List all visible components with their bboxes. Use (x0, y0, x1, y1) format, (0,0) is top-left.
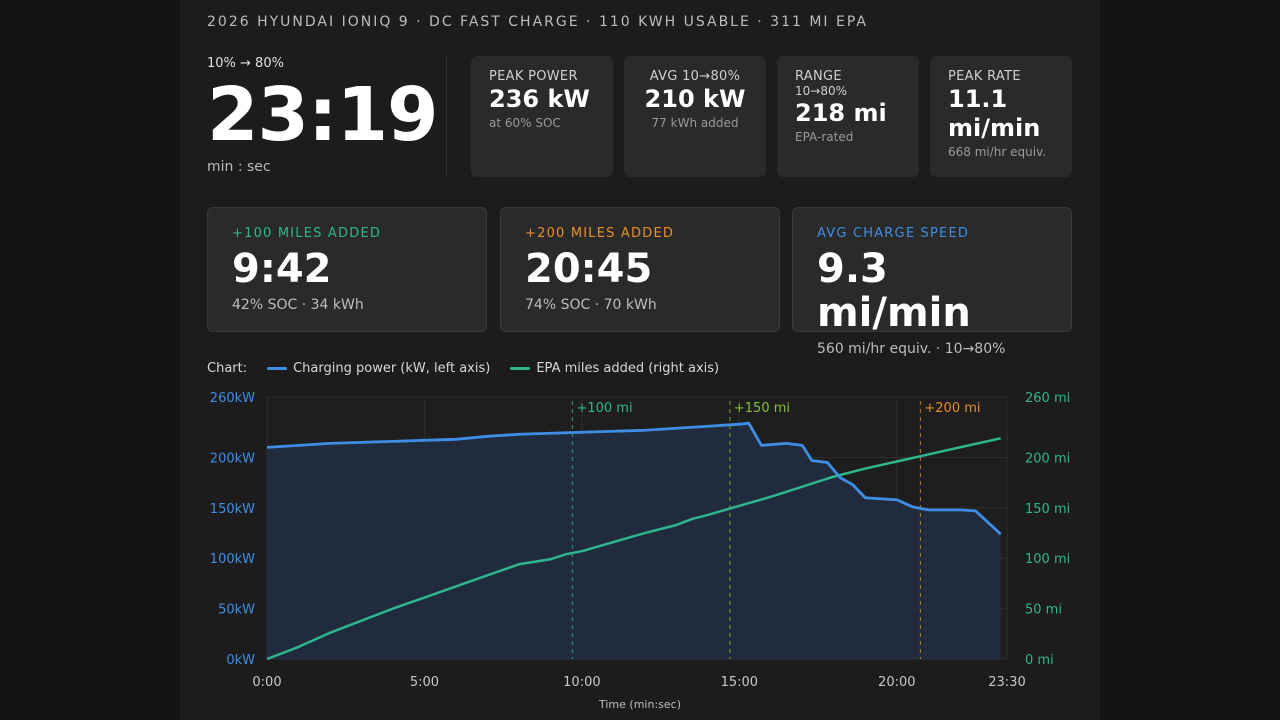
y-right-tick-label: 100 mi (1025, 552, 1070, 567)
stat-label: RANGE (795, 69, 842, 84)
legend-prefix: Chart: (207, 361, 248, 376)
y-right-tick-label: 0 mi (1025, 653, 1054, 668)
milestone-note: 42% SOC · 34 kWh (232, 297, 364, 313)
stat-label: PEAK POWER (489, 69, 578, 84)
power-line (266, 421, 1002, 536)
y-right-tick-label: 50 mi (1025, 603, 1062, 618)
stat-card-peak-rate: PEAK RATE 11.1 mi/min 668 mi/hr equiv. (930, 56, 1072, 177)
stat-card-avg-power: AVG 10→80% 210 kW 77 kWh added (624, 56, 766, 177)
stat-label: AVG 10→80% (649, 69, 741, 84)
chart-legend: Chart: Charging power (kW, left axis) EP… (207, 361, 719, 376)
hero-charge-time: 23:19 (207, 72, 439, 158)
x-tick-label: 20:00 (878, 675, 915, 690)
y-left-tick-label: 150kW (210, 502, 255, 517)
stat-label: PEAK RATE (948, 69, 1021, 84)
milestone-label: AVG CHARGE SPEED (817, 226, 970, 241)
milestone-card-100mi: +100 MILES ADDED 9:42 42% SOC · 34 kWh (207, 207, 487, 332)
stat-sublabel: 10→80% (795, 84, 847, 98)
stat-card-range: RANGE 10→80% 218 mi EPA-rated (777, 56, 919, 177)
x-tick-label: 15:00 (721, 675, 758, 690)
x-tick-label: 10:00 (563, 675, 600, 690)
hero-soc-range: 10% → 80% (207, 56, 284, 71)
stat-note: 77 kWh added (651, 116, 739, 130)
divider (446, 56, 447, 176)
stat-value: 236 kW (489, 85, 590, 113)
milestone-card-200mi: +200 MILES ADDED 20:45 74% SOC · 70 kWh (500, 207, 780, 332)
x-axis-label: Time (min:sec) (598, 698, 681, 711)
legend-label-power: Charging power (kW, left axis) (293, 361, 491, 376)
milestone-value: 9:42 (232, 246, 332, 292)
page-title: 2026 HYUNDAI IONIQ 9 · DC FAST CHARGE · … (207, 14, 868, 30)
milestone-label: +100 MILES ADDED (232, 226, 382, 241)
milestone-value: 9.3 mi/min (817, 246, 971, 336)
y-right-tick-label: 150 mi (1025, 502, 1070, 517)
stat-value: 218 mi (795, 99, 887, 127)
stat-note: at 60% SOC (489, 116, 561, 130)
milestone-marker-label: +150 mi (734, 401, 790, 416)
milestone-note: 74% SOC · 70 kWh (525, 297, 657, 313)
stat-value: 210 kW (644, 85, 746, 113)
legend-label-miles: EPA miles added (right axis) (536, 361, 720, 376)
hero-time-unit: min : sec (207, 159, 271, 175)
stat-note: 668 mi/hr equiv. (948, 145, 1047, 159)
legend-swatch-miles (510, 367, 531, 370)
stat-value: 11.1 mi/min (948, 85, 1041, 142)
stat-card-peak-power: PEAK POWER 236 kW at 60% SOC (471, 56, 613, 177)
y-right-tick-label: 200 mi (1025, 451, 1070, 466)
milestone-marker-label: +100 mi (576, 401, 632, 416)
y-left-tick-label: 100kW (210, 552, 255, 567)
milestone-label: +200 MILES ADDED (525, 226, 675, 241)
milestone-marker-label: +200 mi (924, 401, 980, 416)
y-right-tick-label: 260 mi (1025, 391, 1070, 406)
x-tick-label: 23:30 (988, 675, 1025, 690)
x-tick-label: 5:00 (410, 675, 439, 690)
milestone-note: 560 mi/hr equiv. · 10→80% (817, 341, 1006, 357)
milestone-value: 20:45 (525, 246, 653, 292)
y-left-tick-label: 0kW (226, 653, 255, 668)
y-left-tick-label: 50kW (218, 603, 255, 618)
milestone-card-avg-speed: AVG CHARGE SPEED 9.3 mi/min 560 mi/hr eq… (792, 207, 1072, 357)
y-left-tick-label: 260kW (210, 391, 255, 406)
miles-line (266, 437, 1001, 661)
legend-swatch-power (267, 367, 288, 370)
y-left-tick-label: 200kW (210, 451, 255, 466)
x-tick-label: 0:00 (252, 675, 281, 690)
stat-note: EPA-rated (795, 130, 854, 144)
